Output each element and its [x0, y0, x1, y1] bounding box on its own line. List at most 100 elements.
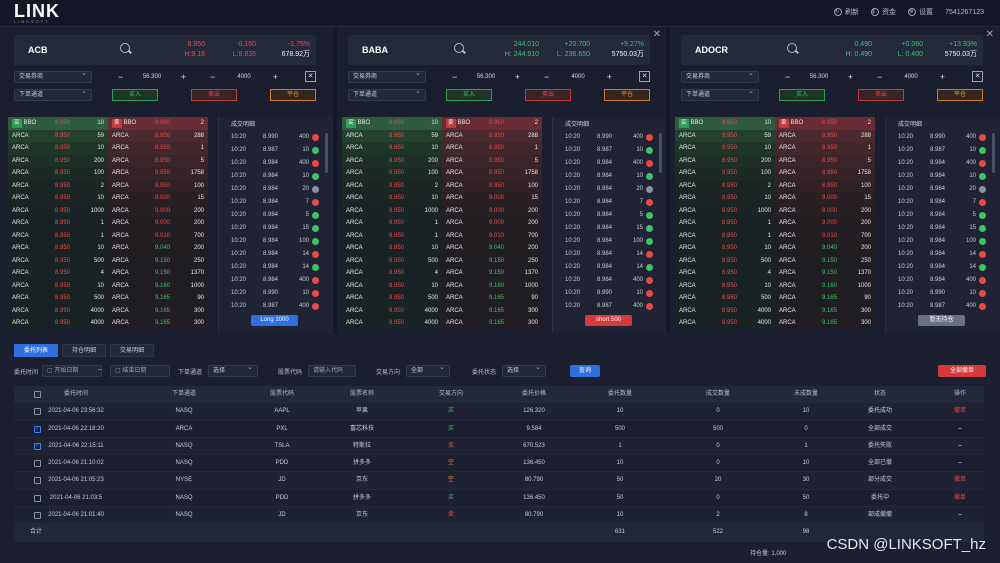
channel-select[interactable]: 下单通道 [14, 87, 92, 101]
row-checkbox[interactable] [34, 408, 41, 416]
row-checkbox[interactable] [34, 512, 41, 520]
close-position-button[interactable]: 平仓 [937, 89, 983, 101]
direction-filter[interactable]: 全部 [406, 363, 450, 377]
sell-button[interactable]: 卖出 [525, 89, 571, 101]
row-checkbox[interactable] [34, 494, 41, 502]
minus-icon[interactable]: − [544, 72, 550, 82]
channel-filter[interactable]: 选择 [208, 363, 258, 377]
buy-button[interactable]: 买入 [112, 89, 158, 101]
qty-stepper[interactable]: − 4000 + [877, 71, 945, 83]
buy-button[interactable]: 买入 [446, 89, 492, 101]
close-icon[interactable]: ✕ [985, 29, 994, 40]
qty-value[interactable]: 4000 [904, 74, 918, 80]
code-input[interactable]: 请输入代码 [308, 365, 356, 377]
sell-button[interactable]: 卖出 [191, 89, 237, 101]
plus-icon[interactable]: + [272, 72, 278, 82]
tab-0[interactable]: 委托列表 [14, 344, 59, 357]
clear-icon[interactable]: ✕ [972, 71, 983, 82]
broker-select[interactable]: 交易券商 [14, 69, 92, 83]
bid-row: ARCA 8.950 4 [8, 267, 108, 280]
broker-select[interactable]: 交易券商 [348, 69, 426, 83]
price-stepper[interactable]: − 56.300 + [452, 71, 520, 83]
table-row[interactable]: ✓ 2021-04-06 22:15:11 NASQ TSLA 特斯拉 卖 670.523 1… [14, 437, 984, 456]
price-stepper[interactable]: − 56.300 + [118, 71, 186, 83]
side-dot-icon [312, 160, 319, 167]
search-icon[interactable] [787, 43, 797, 53]
tab-1[interactable]: 持仓明细 [62, 344, 107, 357]
trade-size: 5 [639, 212, 643, 218]
table-row[interactable]: 2021-04-06 21:01:40 NASQ JD 京东 卖 80.790 10 2 8 部成… [14, 507, 984, 525]
settings-button[interactable]: ⚙ 设置 [908, 8, 934, 16]
ask-price: 8.950 [822, 120, 838, 126]
price: 8.950 [722, 257, 738, 264]
tab-2[interactable]: 交易明细 [110, 344, 155, 357]
channel-select[interactable]: 下单通道 [348, 87, 426, 101]
row-checkbox[interactable]: ✓ [34, 425, 41, 433]
refresh-button[interactable]: ↻ 刷新 [834, 8, 860, 16]
status-filter[interactable]: 选择 [502, 363, 546, 377]
channel-select[interactable]: 下单通道 [681, 87, 759, 101]
plus-icon[interactable]: + [606, 72, 612, 82]
price-value[interactable]: 56.300 [809, 74, 829, 80]
scrollbar[interactable] [325, 133, 328, 173]
plus-icon[interactable]: + [847, 72, 853, 82]
clear-icon[interactable]: ✕ [639, 71, 650, 82]
col-header: 状态 [873, 391, 887, 397]
position-button[interactable]: Long 1000 [251, 315, 298, 326]
clear-icon[interactable]: ✕ [305, 71, 316, 82]
qty-value[interactable]: 4000 [237, 74, 251, 80]
table-row[interactable]: 2021-04-06 23:56:32 NASQ AAPL 苹果 买 126.320 10 0… [14, 403, 984, 421]
price-value[interactable]: 56.300 [142, 74, 162, 80]
cancel-all-button[interactable]: 全部撤单 [938, 365, 986, 377]
position-button[interactable]: 暂无持仓 [918, 315, 965, 326]
price-value[interactable]: 56.300 [476, 74, 496, 80]
close-position-button[interactable]: 平仓 [270, 89, 316, 101]
query-button[interactable]: 查询 [570, 365, 600, 377]
price-stepper[interactable]: − 56.300 + [785, 71, 853, 83]
account-id[interactable]: 7541267123 [945, 8, 984, 16]
qty-stepper[interactable]: − 4000 + [544, 71, 612, 83]
table-row[interactable]: 2021-04-06 21:03:5 NASQ PDD 拼多多 买 136.450 50 0 5… [14, 489, 984, 508]
minus-icon[interactable]: − [118, 72, 124, 82]
close-position-button[interactable]: 平仓 [604, 89, 650, 101]
exchange: ARCA [779, 257, 796, 264]
price: 9.150 [489, 270, 505, 276]
plus-icon[interactable]: + [939, 72, 945, 82]
table-row[interactable]: ✓ 2021-04-06 22:18:20 ARCA PXL 富芯科技 买 9.584 500… [14, 420, 984, 438]
buy-button[interactable]: 买入 [779, 89, 825, 101]
plus-icon[interactable]: + [514, 72, 520, 82]
row-checkbox[interactable]: ✓ [34, 442, 41, 450]
qty-value[interactable]: 4000 [571, 74, 585, 80]
exchange: ARCA [12, 295, 29, 301]
search-icon[interactable] [454, 43, 464, 53]
action-link[interactable]: 撤单 [953, 494, 967, 501]
row-checkbox[interactable] [34, 460, 41, 468]
trade-row: 10:20 8.984 400 [898, 157, 986, 170]
broker-select[interactable]: 交易券商 [681, 69, 759, 83]
minus-icon[interactable]: − [210, 72, 216, 82]
position-button[interactable]: short 500 [585, 315, 632, 326]
sell-button[interactable]: 卖出 [858, 89, 904, 101]
plus-icon[interactable]: + [180, 72, 186, 82]
action-link[interactable]: 撤单 [953, 477, 967, 484]
scrollbar[interactable] [659, 133, 662, 173]
minus-icon[interactable]: − [785, 72, 791, 82]
row-checkbox[interactable] [34, 477, 41, 485]
price: 8.950 [55, 307, 71, 314]
search-icon[interactable] [120, 43, 130, 53]
minus-icon[interactable]: − [877, 72, 883, 82]
funds-button[interactable]: $ 资金 [871, 8, 897, 16]
end-date-input[interactable]: ▢ 结束日期 [110, 365, 170, 377]
scrollbar[interactable] [992, 133, 995, 173]
close-icon[interactable]: ✕ [652, 29, 661, 40]
action-link[interactable]: 撤单 [953, 408, 967, 415]
minus-icon[interactable]: − [452, 72, 458, 82]
select-all-checkbox[interactable] [34, 391, 41, 398]
start-date-input[interactable]: ▢ 开始日期 [42, 365, 102, 377]
side-dot-icon [312, 238, 319, 245]
table-row[interactable]: 2021-04-06 21:05:23 NYSE JD 京东 空 80.790 50 20 30… [14, 472, 984, 490]
stock-name: 苹果 [355, 408, 369, 415]
table-row[interactable]: 2021-04-06 21:10:02 NASQ PDD 拼多多 空 136.450 10 0… [14, 455, 984, 473]
exchange: ARCA [112, 220, 129, 226]
qty-stepper[interactable]: − 4000 + [210, 71, 278, 83]
